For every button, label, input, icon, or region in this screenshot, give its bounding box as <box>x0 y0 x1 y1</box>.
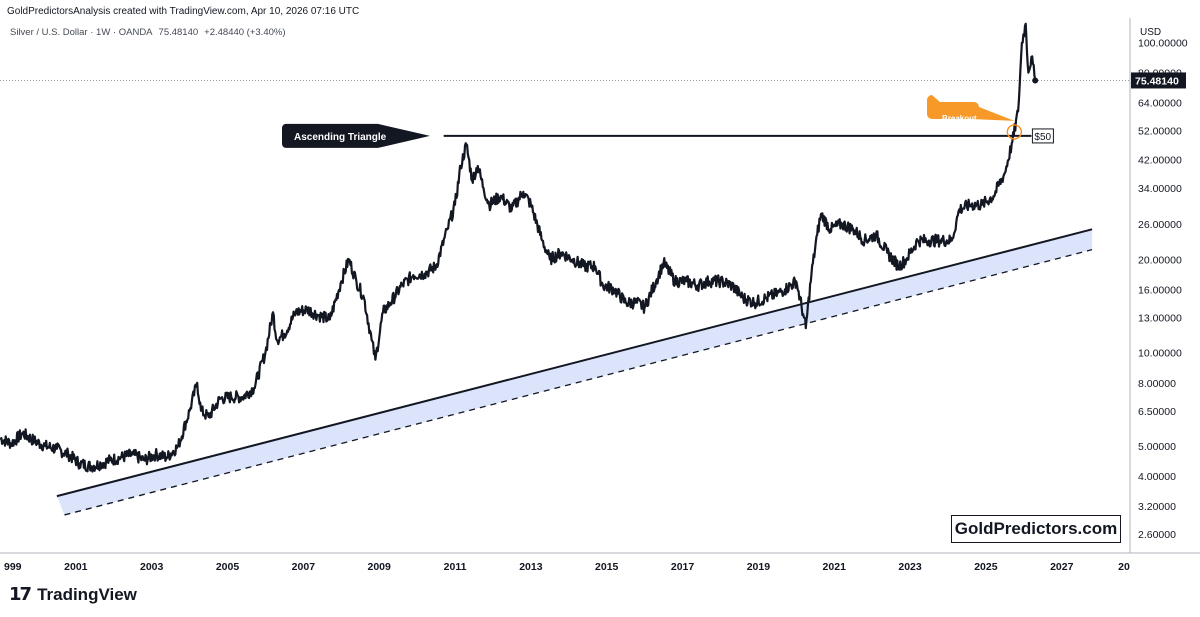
footer-brand-name: TradingView <box>37 584 137 604</box>
y-tick-label: 42.00000 <box>1138 154 1182 166</box>
support-channel-fill <box>56 229 1093 515</box>
x-tick-label: 2005 <box>216 561 240 573</box>
y-tick-label: 16.00000 <box>1138 284 1182 296</box>
y-tick-label: 100.00000 <box>1138 38 1188 50</box>
breakout-label: Breakout <box>942 114 977 123</box>
x-tick-label: 2023 <box>898 561 922 573</box>
y-tick-label: 20.00000 <box>1138 254 1182 266</box>
y-tick-label: 52.00000 <box>1138 126 1182 138</box>
chart-drawings <box>0 79 1130 516</box>
x-tick-label: 2013 <box>519 561 543 573</box>
chart-annotations: Ascending Triangle Breakout $50 <box>282 95 1054 148</box>
support-trendline-dashed <box>64 249 1093 516</box>
axis-currency: USD <box>1140 27 1161 38</box>
x-tick-label: 2007 <box>292 561 316 573</box>
ascending-triangle-callout <box>282 123 430 148</box>
price-change: +2.48440 (+3.40%) <box>204 27 286 38</box>
ascending-triangle-label: Ascending Triangle <box>294 132 387 143</box>
y-tick-label: 3.20000 <box>1138 501 1176 513</box>
x-tick-label: 20 <box>1118 561 1130 573</box>
chart-grid <box>0 18 1200 554</box>
x-tick-label: 2021 <box>823 561 847 573</box>
price-chart[interactable]: Ascending Triangle Breakout $50 USD100.000… <box>0 18 1200 578</box>
y-tick-label: 13.00000 <box>1138 312 1182 324</box>
x-tick-label: 2001 <box>64 561 88 573</box>
footer-brand[interactable]: 17 TradingView <box>9 584 137 605</box>
last-price-tag-label: 75.48140 <box>1135 75 1179 87</box>
x-tick-label: 2011 <box>444 561 467 573</box>
support-trendline <box>56 228 1093 498</box>
last-price-tag <box>1131 72 1186 89</box>
tradingview-logo-icon: 17 <box>9 584 32 605</box>
x-tick-label: 2025 <box>974 561 998 573</box>
y-tick-label: 5.00000 <box>1138 441 1176 453</box>
attribution-text: GoldPredictorsAnalysis created with Trad… <box>7 6 360 17</box>
y-tick-label: 8.00000 <box>1138 378 1176 390</box>
price-series <box>0 22 1039 473</box>
last-price: 75.48140 <box>158 27 199 38</box>
x-axis: 999 2001 2003 2005 2007 2009 2011 2013 2015 2017 2… <box>4 561 1130 573</box>
y-tick-label: 2.60000 <box>1138 529 1176 541</box>
level-50-box <box>1031 128 1054 144</box>
silver-price-line <box>0 22 1037 473</box>
y-tick-label: 26.00000 <box>1138 219 1182 231</box>
x-tick-label: 999 <box>4 561 22 573</box>
x-tick-label: 2027 <box>1050 561 1074 573</box>
y-tick-label: 10.00000 <box>1138 348 1182 360</box>
x-tick-label: 2019 <box>747 561 771 573</box>
symbol-name[interactable]: Silver / U.S. Dollar · 1W · OANDA <box>10 27 153 38</box>
symbol-info: Silver / U.S. Dollar · 1W · OANDA 75.481… <box>10 27 286 38</box>
x-tick-label: 2003 <box>140 561 164 573</box>
x-tick-label: 2017 <box>671 561 695 573</box>
y-tick-label: 6.50000 <box>1138 406 1176 418</box>
y-axis: USD100.0000080.0000064.0000052.0000042.0… <box>1131 27 1188 541</box>
last-price-dot <box>1032 77 1039 84</box>
x-tick-label: 2015 <box>595 561 619 573</box>
y-tick-label: 34.00000 <box>1138 183 1182 195</box>
level-50-label: $50 <box>1034 132 1051 143</box>
y-tick-label: 4.00000 <box>1138 471 1176 483</box>
watermark-label: GoldPredictors.com <box>951 515 1121 543</box>
y-tick-label: 64.00000 <box>1138 98 1182 110</box>
x-tick-label: 2009 <box>368 561 392 573</box>
breakout-callout <box>927 95 1015 121</box>
breakout-marker <box>1006 124 1023 140</box>
